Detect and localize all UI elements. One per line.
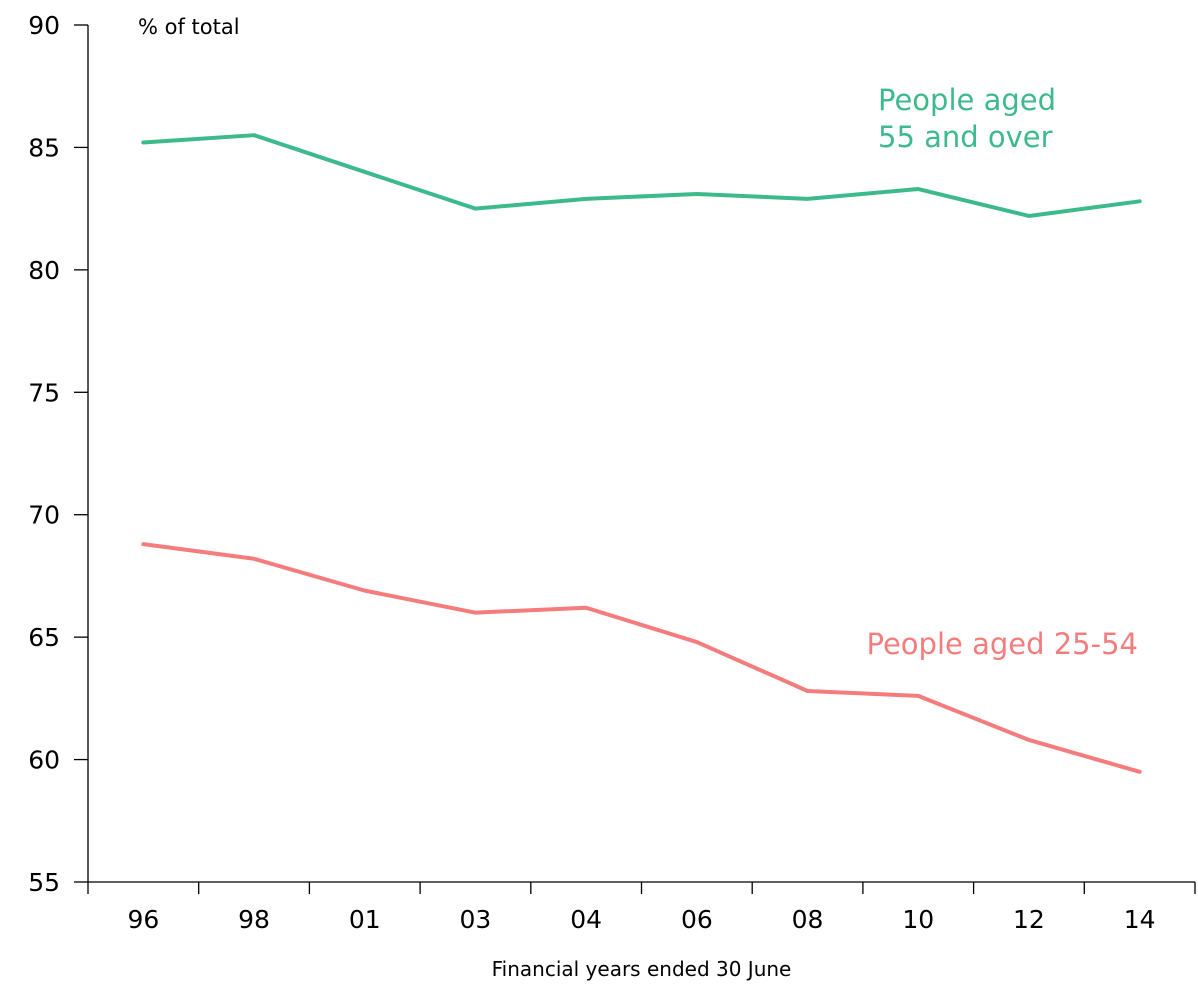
series-label-line: People aged xyxy=(878,83,1056,117)
x-axis-ticks: 96 98 01 03 04 06 08 10 12 14 xyxy=(87,882,1196,934)
x-tick-label: 04 xyxy=(570,905,602,934)
series-label-0: People aged 55 and over xyxy=(878,83,1056,154)
y-tick-label: 70 xyxy=(28,501,60,530)
series-line-1 xyxy=(141,542,1142,774)
series-line-0 xyxy=(141,133,1142,218)
x-tick-label: 10 xyxy=(902,905,934,934)
x-tick-label: 01 xyxy=(349,905,381,934)
y-axis-ticks: 55 60 65 70 75 80 85 90 xyxy=(28,11,88,897)
y-tick-label: 85 xyxy=(28,133,60,162)
x-tick-label: 06 xyxy=(681,905,713,934)
x-tick-label: 96 xyxy=(127,905,159,934)
y-tick-label: 60 xyxy=(28,746,60,775)
series-lines xyxy=(141,133,1142,774)
x-tick-label: 12 xyxy=(1013,905,1045,934)
y-tick-label: 75 xyxy=(28,378,60,407)
y-tick-label: 80 xyxy=(28,256,60,285)
y-tick-label: 90 xyxy=(28,11,60,40)
series-label-1: People aged 25-54 xyxy=(867,627,1138,661)
x-tick-label: 98 xyxy=(238,905,270,934)
x-tick-label: 03 xyxy=(460,905,492,934)
x-tick-label: 08 xyxy=(792,905,824,934)
y-unit-label: % of total xyxy=(138,15,240,39)
series-label-line: 55 and over xyxy=(878,120,1053,154)
series-labels: People aged 55 and over People aged 25-54 xyxy=(867,83,1138,661)
x-tick-label: 14 xyxy=(1124,905,1156,934)
series-label-line: People aged 25-54 xyxy=(867,627,1138,661)
x-axis-title: Financial years ended 30 June xyxy=(492,957,792,981)
y-tick-label: 55 xyxy=(28,868,60,897)
y-tick-label: 65 xyxy=(28,623,60,652)
